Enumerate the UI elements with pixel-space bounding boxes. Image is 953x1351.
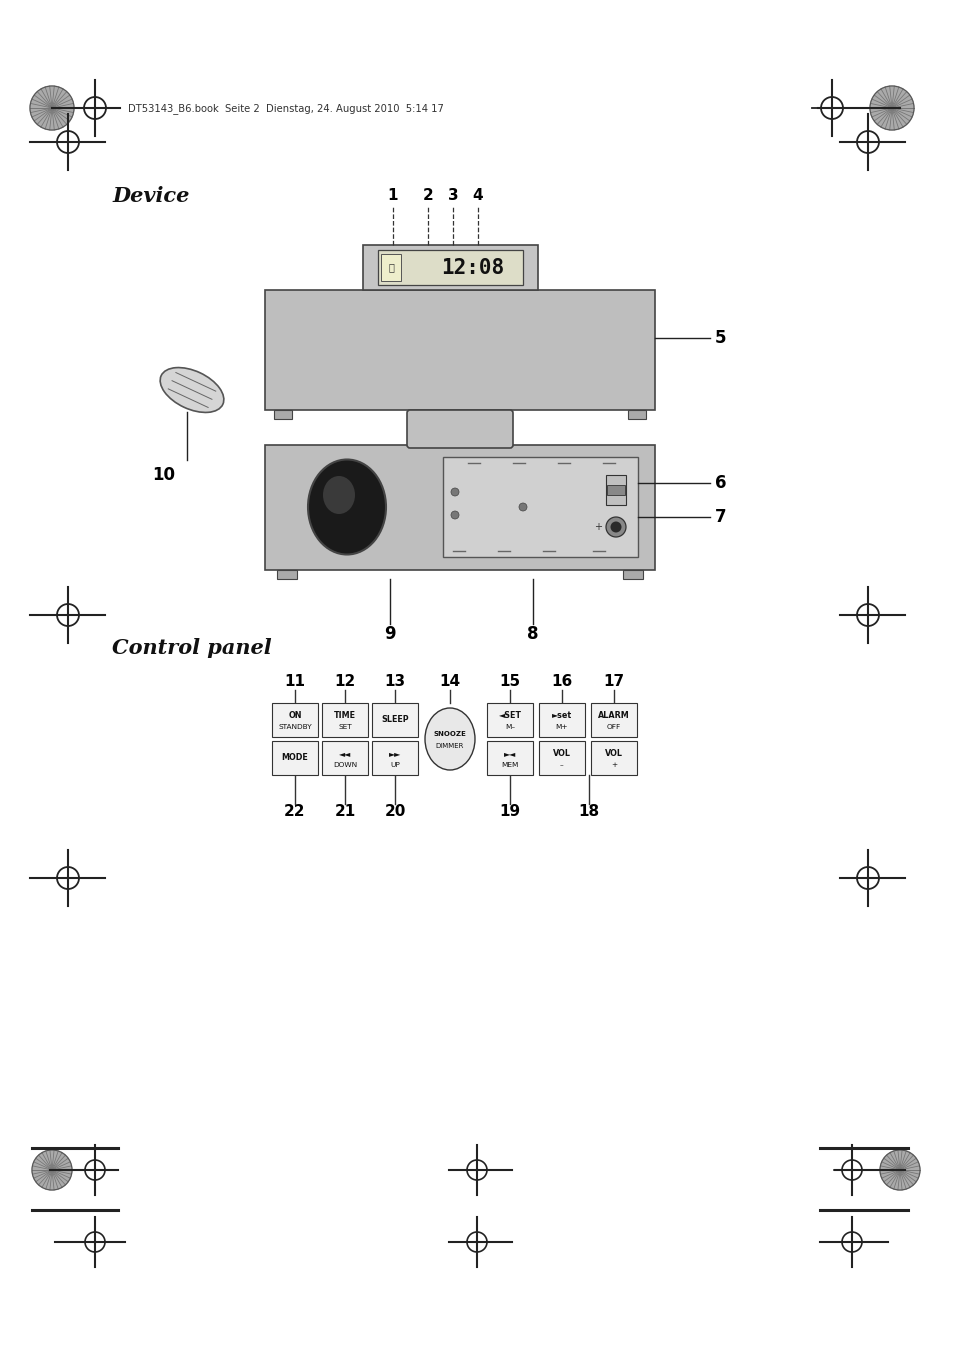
Polygon shape (869, 86, 913, 130)
Circle shape (451, 488, 458, 496)
Bar (265, 444, 655, 570)
Text: 20: 20 (384, 804, 405, 820)
Text: 17: 17 (603, 674, 624, 689)
Text: 14: 14 (439, 674, 460, 689)
Text: 21: 21 (334, 804, 355, 820)
Circle shape (605, 517, 625, 536)
Text: ◄SET: ◄SET (498, 711, 521, 720)
Text: DT53143_B6.book  Seite 2  Dienstag, 24. August 2010  5:14 17: DT53143_B6.book Seite 2 Dienstag, 24. Au… (128, 104, 443, 115)
Text: 5: 5 (714, 330, 726, 347)
Text: ON: ON (288, 711, 301, 720)
Text: VOL: VOL (553, 748, 571, 758)
Text: VOL: VOL (604, 748, 622, 758)
Text: UP: UP (390, 762, 399, 769)
Text: ⏰: ⏰ (388, 262, 394, 273)
Text: 10: 10 (152, 466, 175, 484)
Text: 19: 19 (499, 804, 520, 820)
Bar (377, 250, 522, 285)
Text: 15: 15 (499, 674, 520, 689)
Text: SNOOZE: SNOOZE (433, 731, 466, 738)
Ellipse shape (424, 708, 475, 770)
Text: 8: 8 (527, 626, 538, 643)
FancyBboxPatch shape (322, 740, 368, 775)
Text: 7: 7 (714, 508, 726, 526)
FancyBboxPatch shape (590, 740, 637, 775)
Text: MEM: MEM (500, 762, 518, 769)
Text: ALARM: ALARM (598, 711, 629, 720)
FancyBboxPatch shape (372, 740, 417, 775)
FancyBboxPatch shape (322, 703, 368, 738)
Circle shape (518, 503, 526, 511)
Polygon shape (32, 1150, 71, 1190)
Text: 9: 9 (384, 626, 395, 643)
Bar (605, 476, 625, 505)
FancyBboxPatch shape (538, 740, 584, 775)
Bar (627, 409, 645, 419)
Bar (606, 485, 624, 494)
FancyBboxPatch shape (407, 409, 513, 449)
Text: 6: 6 (714, 474, 726, 492)
Text: OFF: OFF (606, 724, 620, 731)
Text: –: – (559, 762, 563, 769)
FancyBboxPatch shape (272, 703, 317, 738)
Text: 13: 13 (384, 674, 405, 689)
Circle shape (451, 511, 458, 519)
Text: 3: 3 (447, 188, 457, 203)
FancyBboxPatch shape (486, 740, 533, 775)
Polygon shape (30, 86, 74, 130)
Text: SET: SET (337, 724, 352, 731)
Text: TIME: TIME (334, 711, 355, 720)
Text: ►set: ►set (552, 711, 572, 720)
Text: +: + (594, 521, 601, 532)
Text: 1: 1 (387, 188, 397, 203)
FancyBboxPatch shape (372, 703, 417, 738)
Circle shape (610, 521, 620, 532)
Text: 18: 18 (578, 804, 598, 820)
Text: 22: 22 (284, 804, 305, 820)
Text: 12:08: 12:08 (440, 258, 503, 278)
Ellipse shape (323, 476, 355, 513)
Bar (363, 245, 537, 290)
FancyBboxPatch shape (272, 740, 317, 775)
Bar (274, 409, 292, 419)
Polygon shape (879, 1150, 919, 1190)
Text: +: + (610, 762, 617, 769)
Text: STANDBY: STANDBY (278, 724, 312, 731)
FancyBboxPatch shape (486, 703, 533, 738)
Text: 2: 2 (422, 188, 433, 203)
Text: Device: Device (112, 186, 190, 205)
Text: ◄◄: ◄◄ (338, 748, 351, 758)
Text: ►►: ►► (389, 748, 400, 758)
Text: 16: 16 (551, 674, 572, 689)
Text: DOWN: DOWN (333, 762, 356, 769)
Bar (380, 254, 400, 281)
Ellipse shape (308, 459, 386, 554)
Text: ►◄: ►◄ (503, 748, 516, 758)
Text: Control panel: Control panel (112, 638, 272, 658)
Text: M–: M– (504, 724, 515, 731)
Bar (622, 570, 642, 580)
Bar (265, 290, 655, 409)
Text: M+: M+ (556, 724, 568, 731)
Text: MODE: MODE (281, 754, 308, 762)
Text: 12: 12 (334, 674, 355, 689)
Text: SLEEP: SLEEP (381, 716, 409, 724)
Text: 4: 4 (472, 188, 483, 203)
Text: DIMMER: DIMMER (436, 743, 464, 748)
Text: 11: 11 (284, 674, 305, 689)
Bar (276, 570, 296, 580)
Ellipse shape (160, 367, 224, 412)
FancyBboxPatch shape (590, 703, 637, 738)
Bar (442, 457, 638, 557)
FancyBboxPatch shape (538, 703, 584, 738)
